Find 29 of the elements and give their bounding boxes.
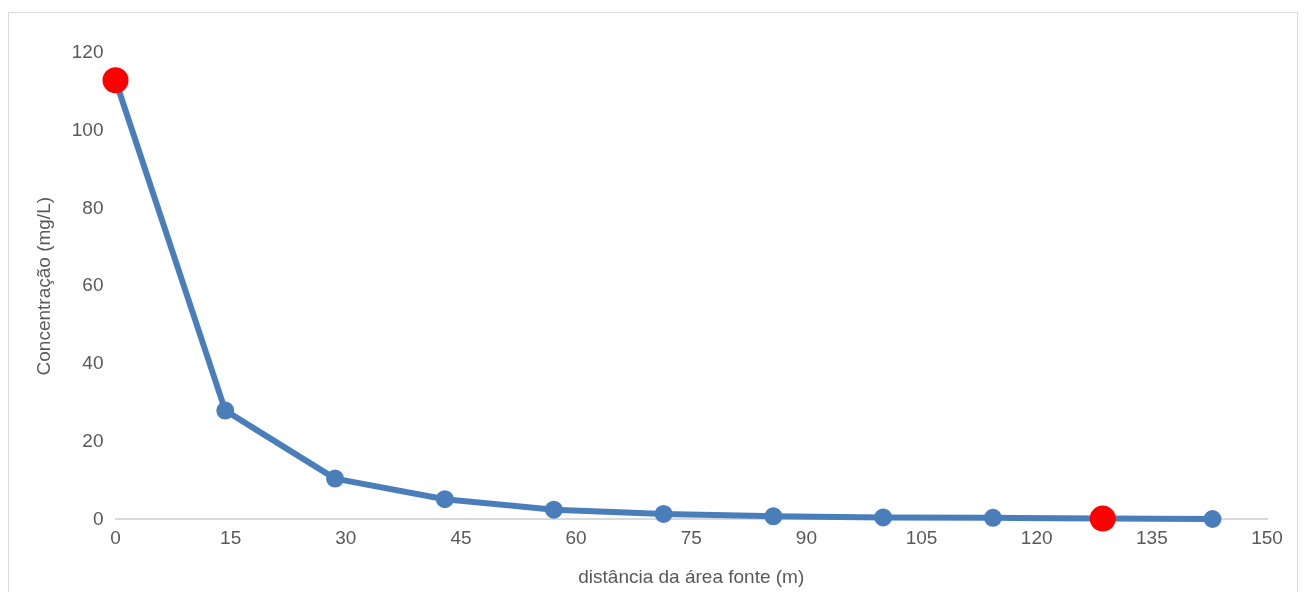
point [544,500,563,519]
y-axis-title: Concentração (mg/L) [32,196,54,376]
point [874,508,893,527]
y-tick-label: 0 [92,507,104,529]
x-axis-title: distância da área fonte (m) [578,565,805,587]
x-tick-label: 0 [110,527,121,549]
x-tick-label: 75 [680,527,702,549]
point [435,490,454,509]
x-tick-label: 15 [220,527,242,549]
x-tick-label: 30 [335,527,357,549]
y-tick-label: 80 [82,196,104,218]
point [983,508,1002,527]
x-tick-label: 120 [1020,527,1053,549]
x-tick-label: 105 [905,527,938,549]
x-tick-label: 90 [795,527,817,549]
y-tick-label: 60 [82,274,104,296]
y-tick-label: 40 [82,352,104,374]
y-tick-label: 120 [71,41,104,63]
x-tick-label: 150 [1251,527,1283,549]
x-tick-label: 45 [450,527,472,549]
point [216,401,235,420]
point [654,504,673,523]
y-tick-label: 100 [71,118,104,140]
y-tick-label: 20 [82,429,104,451]
x-tick-label: 60 [565,527,587,549]
point [326,469,345,488]
x-tick-label: 135 [1136,527,1168,549]
point [764,507,783,526]
point [1203,510,1222,529]
